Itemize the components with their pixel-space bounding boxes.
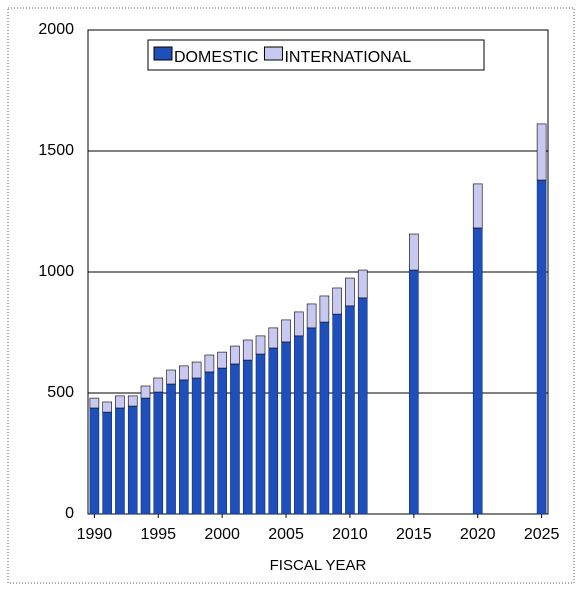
bar-segment: [294, 335, 304, 515]
bar-segment: [127, 395, 138, 407]
y-tick-label: 1500: [38, 142, 74, 159]
x-tick-label: 2020: [460, 526, 496, 543]
bar-segment: [166, 383, 176, 515]
legend-swatch: [263, 46, 283, 61]
bar-segment: [127, 405, 138, 515]
bar-segment: [332, 287, 342, 315]
bar-segment: [294, 311, 304, 337]
bar-segment: [230, 345, 240, 365]
y-tick-label: 0: [65, 505, 74, 522]
bar-segment: [204, 354, 215, 373]
x-tick-label: 2000: [204, 526, 240, 543]
y-tick-label: 500: [47, 384, 74, 401]
bar-segment: [255, 353, 266, 515]
bar-segment: [217, 351, 227, 369]
legend-label: DOMESTIC: [174, 49, 258, 66]
bar-segment: [268, 347, 279, 515]
bar-segment: [242, 359, 253, 515]
bar-segment: [536, 123, 547, 181]
bar-segment: [242, 339, 253, 361]
bar-segment: [179, 365, 189, 381]
bar-segment: [345, 305, 355, 515]
frame: [7, 7, 575, 584]
legend-swatch: [153, 46, 173, 61]
bar-segment: [409, 269, 419, 515]
x-axis-label: FISCAL YEAR: [270, 557, 367, 574]
x-tick-label: 2005: [268, 526, 304, 543]
y-tick-label: 1000: [38, 263, 74, 280]
y-tick-label: 2000: [38, 21, 74, 38]
bar-segment: [204, 371, 215, 515]
bar-segment: [255, 335, 266, 355]
bar-segment: [153, 391, 164, 515]
bar-segment: [102, 411, 112, 515]
bar-segment: [319, 321, 330, 515]
bar-segment: [306, 327, 317, 515]
x-tick-label: 2025: [524, 526, 560, 543]
bar-segment: [166, 369, 176, 385]
x-tick-label: 2010: [332, 526, 368, 543]
x-tick-label: 1995: [140, 526, 176, 543]
bar-segment: [179, 379, 189, 515]
bar-segment: [319, 295, 330, 323]
bar-segment: [140, 385, 151, 399]
bar-segment: [306, 303, 317, 329]
bar-segment: [281, 319, 291, 343]
bar-segment: [89, 397, 100, 409]
bar-segment: [536, 179, 547, 515]
bar-segment: [115, 395, 125, 409]
bar-segment: [332, 313, 342, 515]
legend-box: [147, 39, 485, 71]
bar-segment: [472, 183, 483, 229]
bar-segment: [153, 377, 164, 393]
bar-segment: [191, 361, 202, 379]
legend-label: INTERNATIONAL: [284, 49, 411, 66]
bar-segment: [115, 407, 125, 515]
bar-segment: [217, 367, 227, 515]
bar-segment: [409, 233, 419, 271]
bar-segment: [345, 277, 355, 307]
bar-segment: [268, 327, 279, 349]
bar-segment: [230, 363, 240, 515]
bar-segment: [89, 407, 100, 515]
bar-segment: [357, 297, 368, 515]
bar-segment: [472, 227, 483, 515]
x-tick-label: 1990: [77, 526, 113, 543]
bar-segment: [281, 341, 291, 515]
bar-segment: [191, 377, 202, 515]
bar-segment: [140, 397, 151, 515]
x-tick-label: 2015: [396, 526, 432, 543]
bar-segment: [102, 401, 112, 413]
bar-segment: [357, 269, 368, 299]
